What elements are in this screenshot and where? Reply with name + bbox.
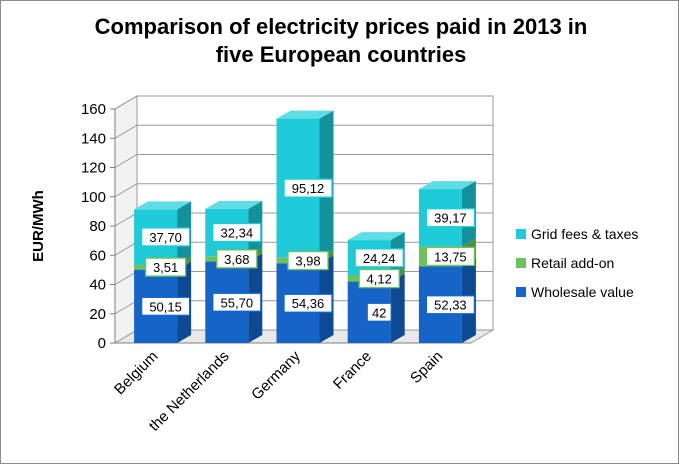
bar-top	[276, 110, 334, 119]
data-label-box	[283, 293, 333, 313]
data-label: 3,98	[295, 254, 320, 269]
data-label-box	[216, 249, 258, 269]
data-label: 3,68	[224, 252, 249, 267]
bar-top	[418, 181, 476, 190]
y-tick-label: 80	[89, 218, 106, 235]
data-label-box	[287, 250, 329, 271]
legend-item: Retail add-on	[516, 255, 614, 271]
chart-title-line-2: five European countries	[215, 42, 467, 67]
legend-swatch	[516, 287, 526, 297]
chart-title-line-1: Comparison of electricity prices paid in…	[94, 14, 588, 39]
x-tick-label: Germany	[248, 347, 304, 403]
gridline	[114, 183, 493, 198]
data-label: 24,24	[363, 251, 396, 266]
data-label: 95,12	[292, 181, 325, 196]
gridline	[114, 124, 493, 139]
data-label: 54,36	[292, 296, 325, 311]
y-tick-label: 0	[98, 335, 106, 352]
data-label: 32,34	[221, 226, 254, 241]
data-label: 13,75	[434, 249, 467, 264]
data-label-box	[425, 246, 476, 267]
data-label: 3,51	[153, 260, 178, 275]
bar-top	[205, 200, 263, 209]
data-label-box	[425, 295, 476, 315]
bar-top	[134, 201, 192, 210]
y-tick-label: 140	[81, 130, 106, 147]
bar-side	[390, 273, 405, 343]
data-label-box	[366, 302, 392, 322]
x-tick-label: Spain	[407, 348, 446, 387]
data-label: 52,33	[434, 298, 467, 313]
legend-label: Grid fees & taxes	[531, 226, 638, 242]
data-label: 55,70	[221, 295, 254, 310]
legend-label: Wholesale value	[531, 284, 634, 300]
y-tick-label: 20	[89, 306, 106, 323]
data-label-box	[354, 248, 404, 268]
gridline	[114, 95, 493, 110]
data-label: 37,70	[149, 230, 182, 245]
y-tick-label: 100	[81, 189, 106, 206]
gridline	[114, 154, 493, 168]
y-tick-label: 60	[89, 247, 106, 264]
legend-label: Retail add-on	[531, 255, 614, 271]
data-label-box	[425, 208, 476, 228]
legend-item: Wholesale value	[516, 284, 634, 300]
data-label-box	[212, 292, 262, 312]
data-label-box	[283, 178, 333, 198]
legend-item: Grid fees & taxes	[516, 226, 638, 242]
y-axis-label: EUR/MWh	[30, 190, 47, 262]
x-tick-label: Belgium	[111, 348, 161, 398]
x-tick-label: France	[330, 348, 375, 393]
y-tick-label: 120	[81, 160, 106, 177]
data-label: 4,12	[367, 272, 392, 287]
bar-top	[347, 232, 405, 241]
data-label-box	[140, 227, 191, 247]
data-label-box	[140, 296, 191, 316]
legend-swatch	[516, 229, 526, 239]
data-label-box	[358, 268, 400, 289]
y-tick-label: 160	[81, 101, 106, 118]
data-label-box	[144, 257, 187, 277]
data-label-box	[212, 222, 262, 243]
y-tick-label: 40	[89, 277, 106, 294]
data-label: 39,17	[434, 211, 467, 226]
data-label: 42	[372, 305, 386, 320]
legend-swatch	[516, 258, 526, 268]
chart-title: Comparison of electricity prices paid in…	[61, 13, 621, 69]
data-label: 50,15	[149, 299, 182, 314]
